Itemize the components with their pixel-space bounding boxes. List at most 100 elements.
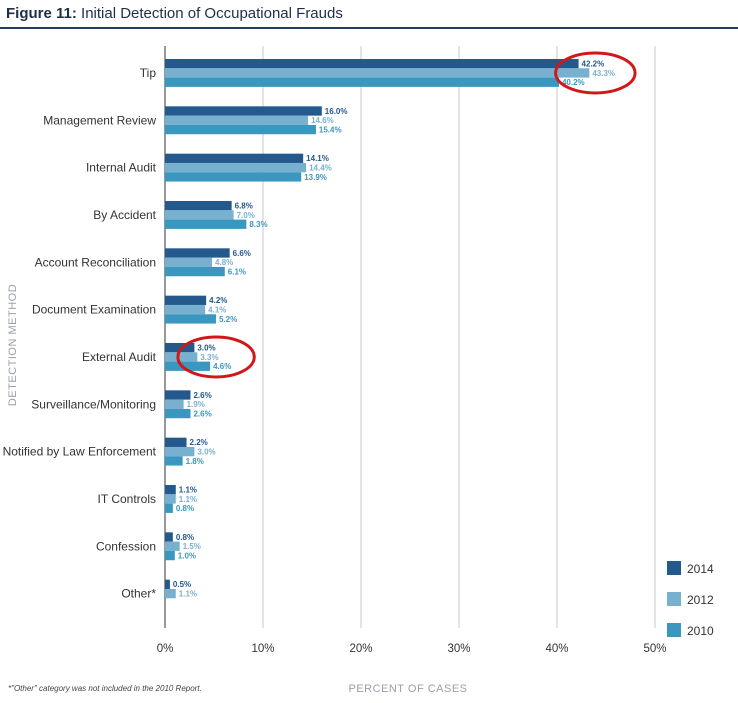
bar-tip-2010 [165, 77, 559, 87]
bar-notified-by-law-enforcement-2012 [165, 446, 195, 457]
bar-management-review-2010 [165, 124, 316, 135]
figure-title-text: Initial Detection of Occupational Frauds [81, 5, 343, 22]
bar-document-examination-2010 [165, 314, 216, 324]
value-label-document-examination-2010: 5.2% [219, 315, 237, 324]
value-label-surveillance-monitoring-2012: 1.9% [187, 400, 205, 409]
bar-surveillance-monitoring-2014 [165, 390, 191, 400]
value-label-document-examination-2012: 4.1% [208, 305, 226, 314]
legend-swatch-2010 [667, 623, 681, 637]
bar-external-audit-2014 [165, 343, 195, 353]
value-label-external-audit-2012: 3.3% [200, 353, 218, 362]
value-label-document-examination-2014: 4.2% [209, 296, 227, 305]
title-rule [0, 27, 738, 29]
bar-account-reconciliation-2010 [165, 266, 225, 277]
x-tick-label: 10% [251, 643, 274, 655]
value-label-internal-audit-2010: 13.9% [304, 173, 327, 182]
bar-it-controls-2010 [165, 503, 173, 513]
bar-tip-2014 [165, 59, 579, 69]
x-axis-title: PERCENT OF CASES [348, 683, 467, 695]
bar-internal-audit-2010 [165, 172, 302, 182]
gridlines [164, 46, 656, 628]
bar-notified-by-law-enforcement-2014 [165, 437, 187, 447]
x-tick-label: 50% [643, 643, 666, 655]
bar-internal-audit-2014 [165, 153, 304, 163]
bar-other-2012 [165, 588, 176, 599]
category-label: Other* [121, 587, 156, 601]
figure-title: Figure 11: Initial Detection of Occupati… [6, 5, 343, 22]
bar-document-examination-2014 [165, 295, 207, 305]
value-label-tip-2010: 40.2% [562, 78, 585, 87]
value-label-management-review-2010: 15.4% [319, 125, 342, 134]
highlight-circle-tip [554, 51, 637, 95]
value-label-management-review-2014: 16.0% [325, 107, 348, 116]
legend-label-2014: 2014 [687, 562, 714, 576]
figure-label: Figure 11: [6, 5, 77, 22]
value-label-by-accident-2012: 7.0% [237, 211, 255, 220]
value-label-internal-audit-2014: 14.1% [306, 154, 329, 163]
x-tick-label: 20% [349, 643, 372, 655]
value-label-notified-by-law-enforcement-2014: 2.2% [190, 438, 208, 447]
legend-label-2010: 2010 [687, 624, 714, 638]
bar-notified-by-law-enforcement-2010 [165, 456, 183, 466]
legend-label-2012: 2012 [687, 593, 714, 607]
y-axis-title: DETECTION METHOD [7, 284, 19, 406]
category-label: Surveillance/Monitoring [31, 397, 156, 411]
category-label: Document Examination [32, 303, 156, 317]
value-label-notified-by-law-enforcement-2012: 3.0% [197, 447, 215, 456]
value-label-surveillance-monitoring-2014: 2.6% [193, 391, 211, 400]
bar-surveillance-monitoring-2010 [165, 408, 191, 419]
bar-surveillance-monitoring-2012 [165, 399, 184, 409]
value-label-it-controls-2014: 1.1% [179, 486, 197, 495]
bar-internal-audit-2012 [165, 162, 307, 173]
bar-account-reconciliation-2012 [165, 257, 213, 267]
value-label-by-accident-2014: 6.8% [235, 202, 253, 211]
value-label-notified-by-law-enforcement-2010: 1.8% [186, 457, 204, 466]
category-label: Confession [96, 539, 156, 553]
value-label-by-accident-2010: 8.3% [249, 220, 267, 229]
value-label-internal-audit-2012: 14.4% [309, 163, 332, 172]
value-label-management-review-2012: 14.6% [311, 116, 334, 125]
bar-it-controls-2014 [165, 485, 176, 495]
labels: 0% 10% 20% 30% 40% 50% Tip 42.2%43.3% 40.2% Manag… [3, 51, 667, 655]
bar-document-examination-2012 [165, 304, 206, 315]
value-label-account-reconciliation-2010: 6.1% [228, 267, 246, 276]
footnote: *"Other" category was not included in th… [8, 684, 202, 693]
highlight-circle-external-audit [176, 335, 256, 379]
value-label-it-controls-2012: 1.1% [179, 495, 197, 504]
bar-account-reconciliation-2014 [165, 248, 230, 258]
value-label-external-audit-2010: 4.6% [213, 362, 231, 371]
legend-swatch-2014 [667, 561, 681, 575]
bars [165, 59, 590, 599]
category-label: Account Reconciliation [35, 255, 156, 269]
category-label: Tip [140, 66, 157, 80]
bar-by-accident-2010 [165, 219, 247, 229]
legend: 2014 2012 2010 [667, 561, 714, 638]
bar-by-accident-2014 [165, 201, 232, 211]
value-label-tip-2014: 42.2% [582, 60, 605, 69]
value-label-other-2014: 0.5% [173, 580, 191, 589]
bar-confession-2012 [165, 541, 180, 551]
value-label-surveillance-monitoring-2010: 2.6% [193, 409, 211, 418]
category-label: Management Review [43, 113, 156, 127]
x-tick-label: 30% [447, 643, 470, 655]
category-label: By Accident [93, 208, 156, 222]
bar-management-review-2014 [165, 106, 322, 116]
value-label-it-controls-2010: 0.8% [176, 504, 194, 513]
category-label: IT Controls [98, 492, 156, 506]
category-label: Notified by Law Enforcement [3, 445, 157, 459]
bar-management-review-2012 [165, 115, 309, 125]
category-label: Internal Audit [86, 161, 157, 175]
bar-tip-2012 [165, 68, 590, 78]
x-tick-label: 0% [157, 643, 174, 655]
value-label-account-reconciliation-2014: 6.6% [233, 249, 251, 258]
value-label-account-reconciliation-2012: 4.8% [215, 258, 233, 267]
value-label-external-audit-2014: 3.0% [197, 344, 215, 353]
legend-swatch-2012 [667, 592, 681, 606]
bar-confession-2010 [165, 550, 175, 561]
x-tick-label: 40% [545, 643, 568, 655]
category-label: External Audit [82, 350, 157, 364]
value-label-tip-2012: 43.3% [592, 69, 615, 78]
value-label-other-2012: 1.1% [179, 589, 197, 598]
bar-external-audit-2012 [165, 352, 198, 362]
